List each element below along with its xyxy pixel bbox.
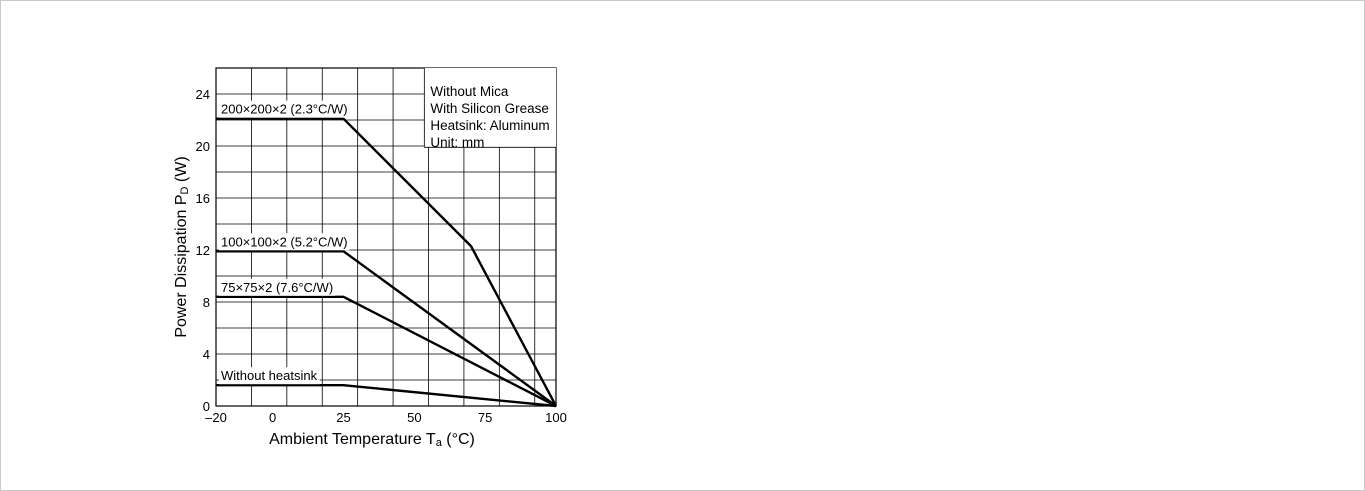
y-tick-label: 16 — [196, 191, 210, 206]
annotation-unit: Unit: mm — [430, 135, 484, 150]
series-label-background — [219, 367, 320, 385]
series-line-2 — [216, 250, 557, 407]
conditions-annotation: Without Mica With Silicon Grease Heatsin… — [430, 84, 549, 150]
series-label-4: Without heatsink — [221, 368, 318, 383]
series-label-2: 100×100×2 (5.2°C/W) — [221, 234, 348, 249]
y-tick-label: 24 — [196, 87, 210, 102]
series-labels: 200×200×2 (2.3°C/W) 100×100×2 (5.2°C/W) 75… — [219, 100, 350, 385]
plot-frame — [215, 67, 557, 407]
y-tick-label: 0 — [203, 399, 210, 414]
y-tick-label: 8 — [203, 295, 210, 310]
y-axis-label: Power Dissipation PD (W) — [173, 156, 191, 337]
series-line-4 — [216, 384, 557, 408]
series-lines — [216, 117, 558, 408]
annotation-heatsink: Heatsink: Aluminum — [430, 118, 549, 133]
x-axis-label: Ambient Temperature Ta (°C) — [269, 431, 475, 449]
x-tick-label: 100 — [545, 410, 567, 425]
plot-border — [215, 67, 557, 407]
series-label-background — [219, 278, 336, 296]
annotation-silicon-grease: With Silicon Grease — [430, 101, 549, 116]
series-label-background — [219, 233, 350, 251]
annotation-without-mica: Without Mica — [430, 84, 509, 99]
series-label-3: 75×75×2 (7.6°C/W) — [221, 280, 333, 295]
x-tick-label: 50 — [407, 410, 421, 425]
series-line-3 — [216, 295, 557, 408]
y-tick-label: 4 — [203, 347, 210, 362]
x-tick-label: 25 — [336, 410, 350, 425]
x-tick-label: –20 — [205, 410, 227, 425]
x-tick-label: 75 — [478, 410, 492, 425]
y-tick-label: 20 — [196, 139, 210, 154]
annotation-box — [423, 68, 556, 148]
annotation-background — [424, 68, 556, 148]
series-line-1 — [216, 117, 558, 407]
series-label-background — [219, 100, 350, 118]
series-label-1: 200×200×2 (2.3°C/W) — [221, 102, 348, 117]
x-tick-label: 0 — [269, 410, 276, 425]
y-tick-label: 12 — [196, 243, 210, 258]
